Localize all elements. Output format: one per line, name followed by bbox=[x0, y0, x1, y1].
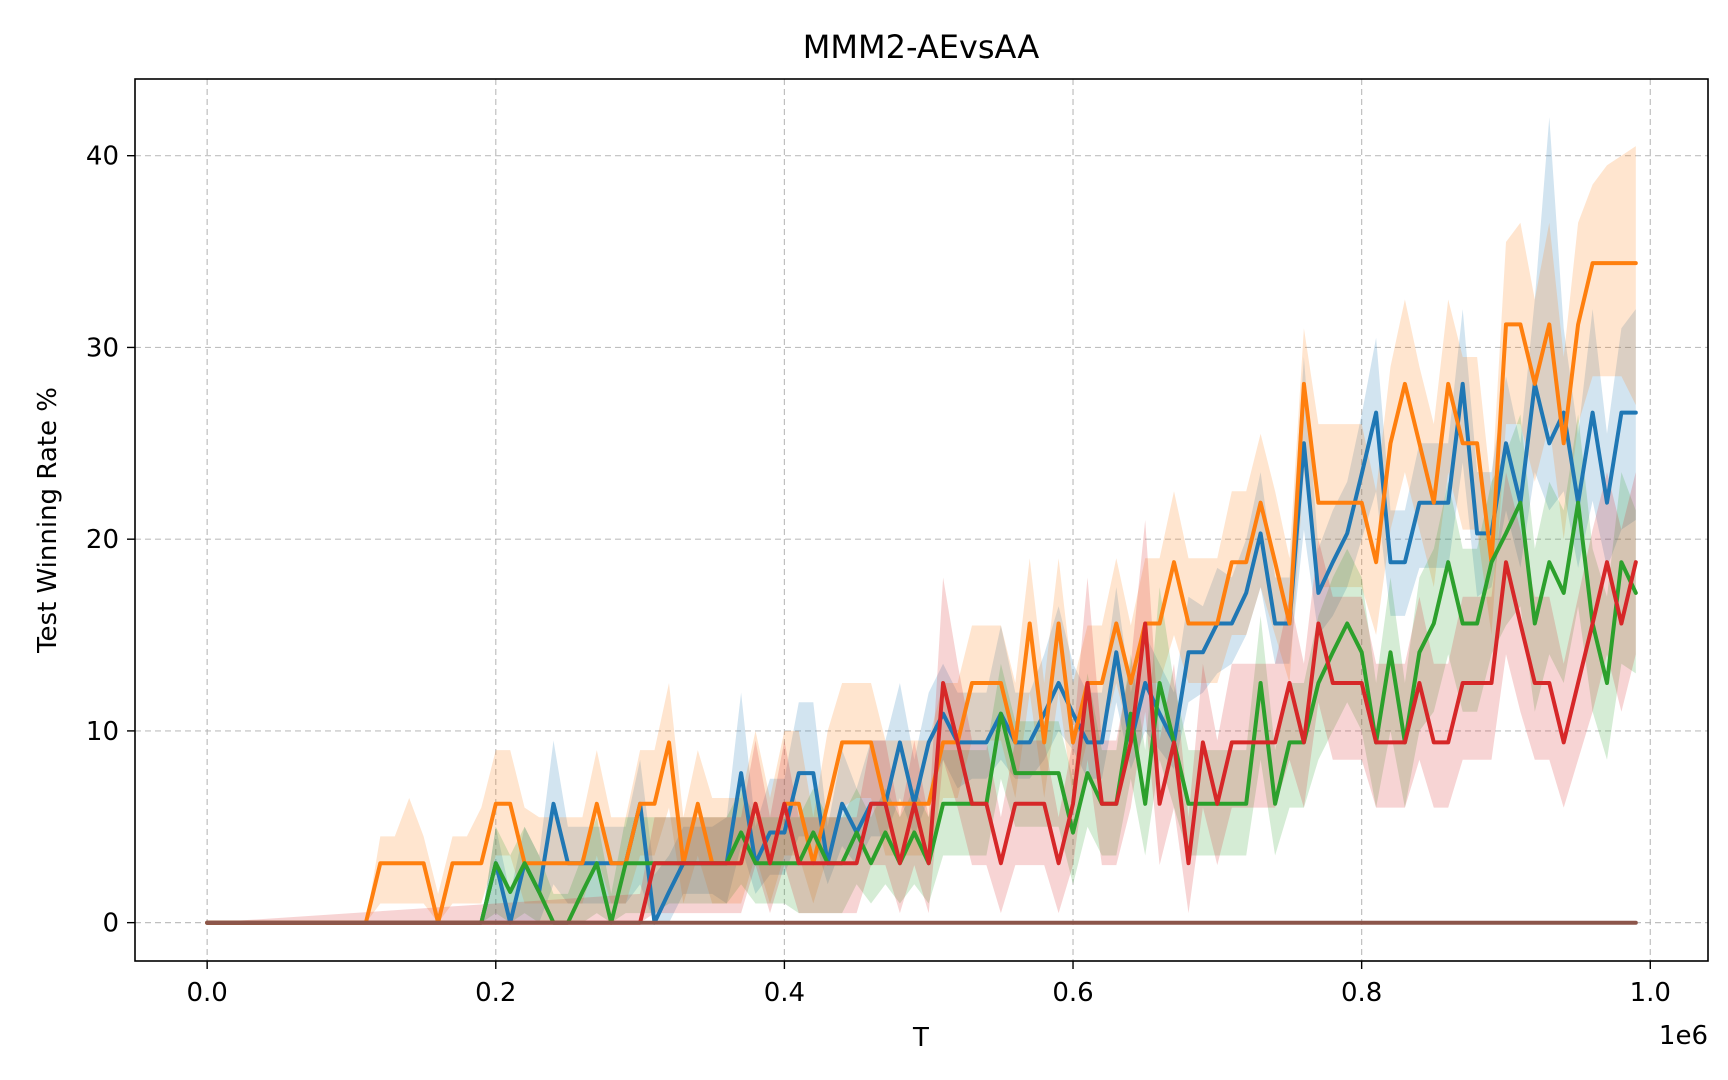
x-tick-label: 0.2 bbox=[475, 978, 516, 1008]
x-axis-offset-label: 1e6 bbox=[1659, 1021, 1708, 1051]
x-tick-label: 0.6 bbox=[1052, 978, 1093, 1008]
y-axis-label: Test Winning Rate % bbox=[33, 387, 63, 654]
plot-frame bbox=[134, 78, 1709, 962]
y-tick-label: 30 bbox=[86, 333, 119, 363]
x-tick-label: 0.0 bbox=[186, 978, 227, 1008]
x-tick-label: 0.8 bbox=[1341, 978, 1382, 1008]
y-tick-label: 0 bbox=[102, 909, 119, 939]
x-axis-label: T bbox=[912, 1023, 929, 1053]
series-4-line bbox=[205, 560, 1638, 925]
axis-ticks: 0.0 0.2 0.4 0.6 0.8 1.0 0 10 20 30 40 bbox=[86, 142, 1671, 1008]
x-tick-label: 0.4 bbox=[764, 978, 805, 1008]
chart-title: MMM2-AEvsAA bbox=[803, 28, 1040, 66]
series-lines bbox=[205, 261, 1638, 925]
y-tick-label: 10 bbox=[86, 717, 119, 747]
x-tick-label: 1.0 bbox=[1630, 978, 1671, 1008]
y-tick-label: 40 bbox=[86, 142, 119, 172]
series-2-line bbox=[205, 261, 1638, 925]
y-tick-label: 20 bbox=[86, 525, 119, 555]
